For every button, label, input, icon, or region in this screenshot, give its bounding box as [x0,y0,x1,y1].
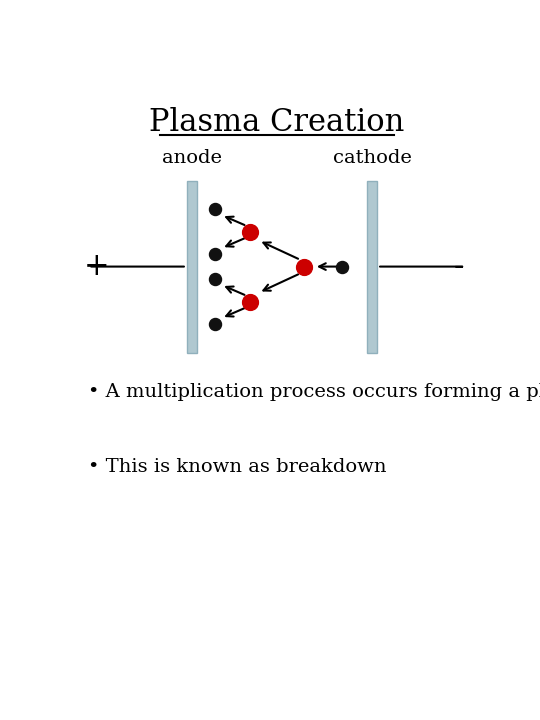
Text: +: + [84,251,110,282]
Text: Plasma Creation: Plasma Creation [149,107,404,138]
Text: • This is known as breakdown: • This is known as breakdown [89,458,387,476]
Point [211,204,219,215]
Text: cathode: cathode [333,149,411,167]
Point [245,296,254,307]
Point [245,226,254,238]
Bar [187,181,197,353]
Point [338,261,346,272]
Point [300,261,308,272]
Bar [367,181,377,353]
Point [211,318,219,330]
Text: -: - [454,251,464,282]
Text: anode: anode [162,149,222,167]
Text: • A multiplication process occurs forming a plasma: • A multiplication process occurs formin… [89,383,540,401]
Point [211,248,219,260]
Point [211,274,219,285]
